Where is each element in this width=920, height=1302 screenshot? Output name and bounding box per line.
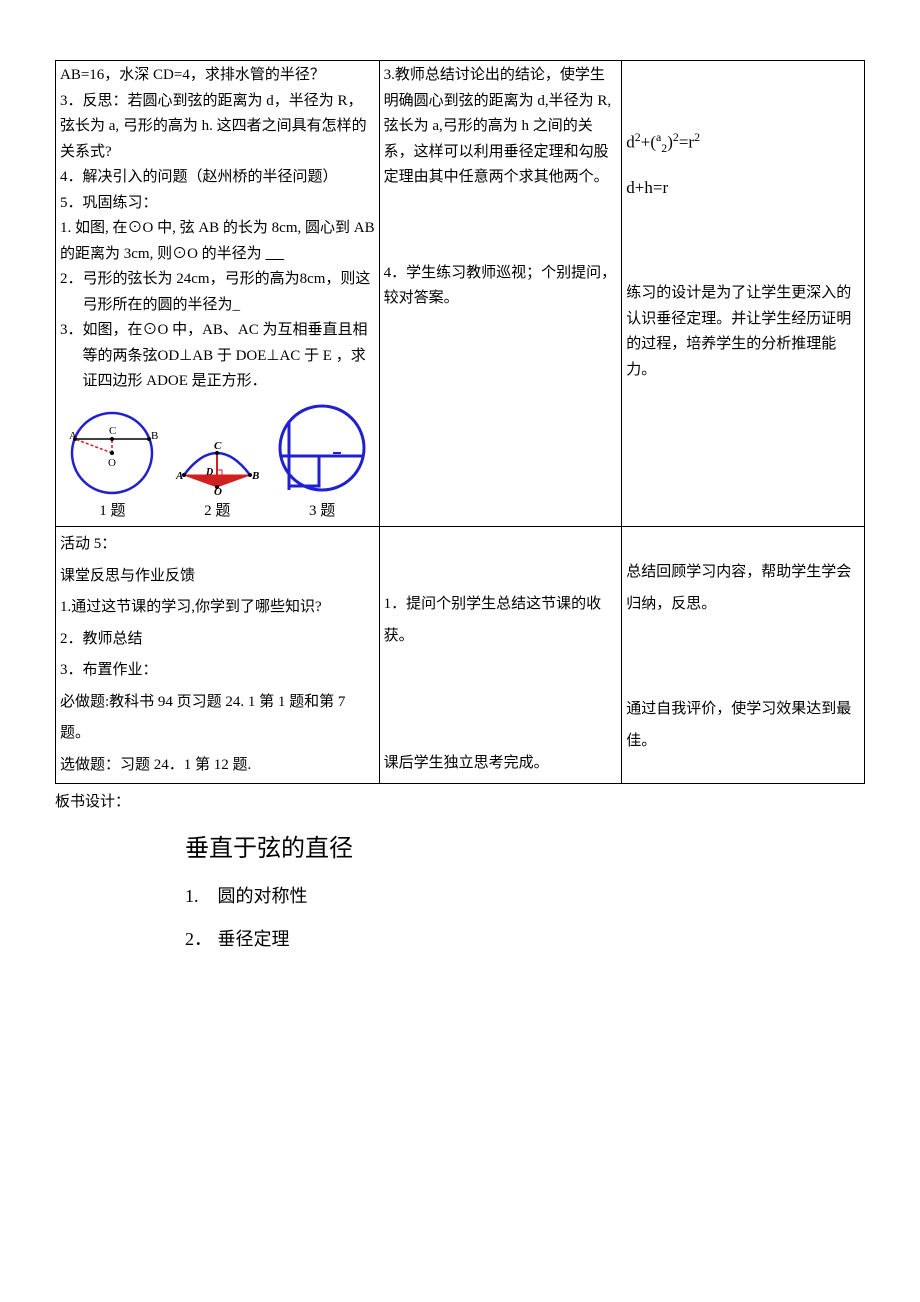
figure-label: 3 题: [309, 499, 335, 525]
board-item-text: 圆的对称性: [218, 886, 308, 906]
text-block: 通过自我评价，使学习效果达到最佳。: [626, 694, 860, 757]
diagram-labels: 1 题 2 题 3 题: [60, 499, 375, 525]
text-line: 2．弓形的弦长为 24cm，弓形的高为8cm，则这弓形所在的圆的半径为_: [60, 267, 375, 318]
text-block: 课后学生独立思考完成。: [384, 748, 618, 780]
figure-label: 1 题: [99, 499, 125, 525]
spacer: [626, 211, 860, 281]
figure-2-arc: A B C D O: [170, 435, 264, 495]
text-block: 总结回顾学习内容，帮助学生学会归纳，反思。: [626, 557, 860, 620]
text-block: 练习的设计是为了让学生更深入的认识垂径定理。并让学生经历证明的过程，培养学生的分…: [626, 281, 860, 383]
formula-pythagoras: d2+(a2)2=r2: [626, 119, 860, 166]
spacer: [384, 529, 618, 589]
text-line: 选做题：习题 24．1 第 12 题.: [60, 750, 375, 782]
text-line: 3．反思：若圆心到弦的距离为 d，半径为 R，弦长为 a, 弓形的高为 h. 这…: [60, 89, 375, 166]
text-line: 必做题:教科书 94 页习题 24. 1 第 1 题和第 7 题。: [60, 687, 375, 750]
label-D: D: [205, 467, 213, 478]
text-line: 1. 如图, 在⊙O 中, 弦 AB 的长为 8cm, 圆心到 AB 的距离为 …: [60, 216, 375, 267]
label-B: B: [251, 470, 259, 482]
board-item-2: 2． 垂径定理: [185, 925, 865, 954]
label-O: O: [108, 457, 116, 469]
label-A: A: [69, 430, 77, 442]
text-line: 5．巩固练习：: [60, 191, 375, 217]
cell-activity4-col1: AB=16，水深 CD=4，求排水管的半径？ 3．反思：若圆心到弦的距离为 d，…: [56, 61, 380, 527]
spacer: [626, 529, 860, 557]
label-B: B: [151, 430, 158, 442]
cell-activity4-col2: 3.教师总结讨论出的结论，使学生明确圆心到弦的距离为 d,半径为 R,弦长为 a…: [379, 61, 622, 527]
table-row: AB=16，水深 CD=4，求排水管的半径？ 3．反思：若圆心到弦的距离为 d，…: [56, 61, 865, 527]
board-item-text: 垂径定理: [218, 929, 290, 949]
text-line: 活动 5：: [60, 529, 375, 561]
figure-1-circle: A B C O: [65, 401, 159, 495]
formula-part: d: [626, 133, 635, 152]
board-item-num: 1.: [185, 882, 213, 911]
board-title: 垂直于弦的直径: [185, 830, 865, 868]
board-item-num: 2．: [185, 925, 213, 954]
formula-part: =r: [679, 133, 694, 152]
diagram-row: A B C O A: [60, 401, 375, 495]
formula-sup: 2: [694, 130, 700, 144]
cell-activity5-col2: 1．提问个别学生总结这节课的收获。 课后学生独立思考完成。: [379, 527, 622, 784]
table-row: 活动 5： 课堂反思与作业反馈 1.通过这节课的学习,你学到了哪些知识? 2．教…: [56, 527, 865, 784]
lesson-table: AB=16，水深 CD=4，求排水管的半径？ 3．反思：若圆心到弦的距离为 d，…: [55, 60, 865, 784]
text-block: 1．提问个别学生总结这节课的收获。: [384, 589, 618, 652]
cell-activity5-col1: 活动 5： 课堂反思与作业反馈 1.通过这节课的学习,你学到了哪些知识? 2．教…: [56, 527, 380, 784]
exercise-text: 1. 如图, 在⊙O 中, 弦 AB 的长为 8cm, 圆心到 AB 的距离为 …: [60, 220, 375, 262]
formula-dh: d+h=r: [626, 166, 860, 211]
label-A: A: [175, 470, 183, 482]
cell-activity5-col3: 总结回顾学习内容，帮助学生学会归纳，反思。 通过自我评价，使学习效果达到最佳。: [622, 527, 865, 784]
blank-underline: [265, 242, 310, 268]
figure-3-circle-square: [275, 401, 369, 495]
spacer: [626, 620, 860, 694]
text-line: AB=16，水深 CD=4，求排水管的半径？: [60, 63, 375, 89]
text-line: 4．解决引入的问题（赵州桥的半径问题）: [60, 165, 375, 191]
board-item-1: 1. 圆的对称性: [185, 882, 865, 911]
text-block: 3.教师总结讨论出的结论，使学生明确圆心到弦的距离为 d,半径为 R,弦长为 a…: [384, 63, 618, 191]
board-design-label: 板书设计：: [55, 790, 865, 814]
text-line: 3．布置作业：: [60, 655, 375, 687]
cell-activity4-col3: d2+(a2)2=r2 d+h=r 练习的设计是为了让学生更深入的认识垂径定理。…: [622, 61, 865, 527]
text-line: 课堂反思与作业反馈: [60, 561, 375, 593]
spacer: [384, 652, 618, 748]
formula-part: +(: [641, 133, 656, 152]
text-line: 1.通过这节课的学习,你学到了哪些知识?: [60, 592, 375, 624]
figure-label: 2 题: [204, 499, 230, 525]
label-O: O: [214, 486, 222, 495]
text-line: 3．如图，在⊙O 中，AB、AC 为互相垂直且相等的两条弦OD⊥AB 于 DOE…: [60, 318, 375, 395]
text-block: 4．学生练习教师巡视；个别提问，较对答案。: [384, 261, 618, 312]
label-C: C: [109, 425, 116, 437]
spacer: [626, 63, 860, 119]
spacer: [384, 191, 618, 261]
text-line: 2．教师总结: [60, 624, 375, 656]
label-C: C: [214, 440, 222, 452]
